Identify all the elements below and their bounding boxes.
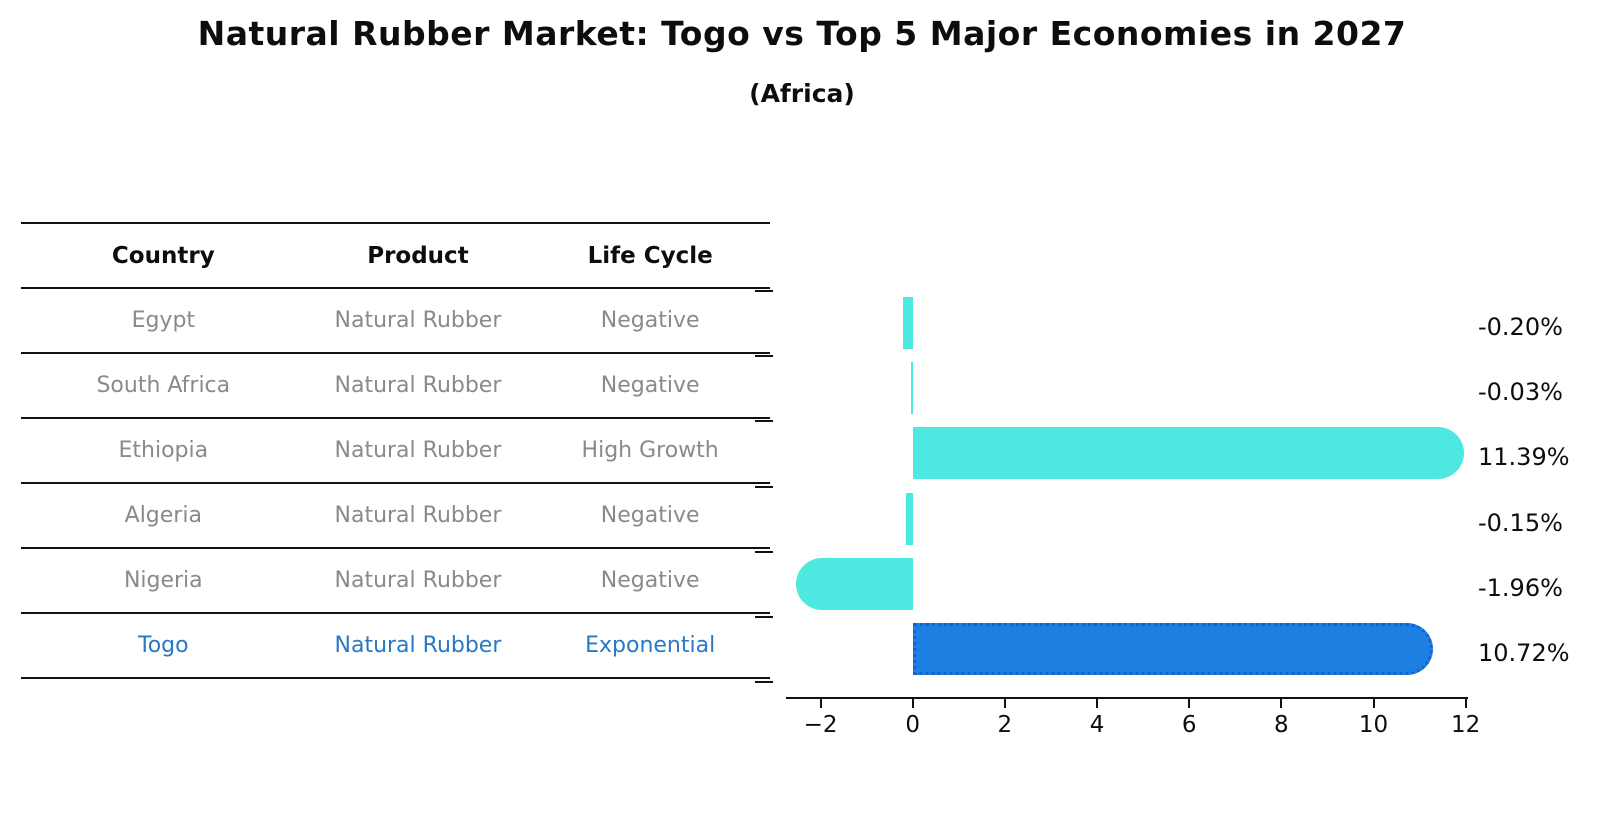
bar-ethiopia: [912, 427, 1464, 480]
table-row: Ethiopia Natural Rubber High Growth: [21, 418, 770, 483]
column-header-country: Country: [111, 242, 215, 269]
x-axis-tick: [911, 699, 914, 708]
table-header-row: Country Product Life Cycle: [21, 223, 770, 288]
x-axis-tick: [1280, 699, 1283, 708]
product-cell: Natural Rubber: [334, 633, 502, 658]
x-axis-tick-label: 6: [1181, 712, 1197, 738]
bar-egypt: [903, 297, 913, 349]
x-axis-tick-label: 10: [1358, 712, 1389, 738]
country-data-table: Country Product Life Cycle Egypt Natural …: [21, 222, 770, 679]
y-axis-tick: [755, 681, 773, 684]
lifecycle-cell: High Growth: [581, 438, 719, 463]
x-axis-line: [785, 697, 1468, 699]
y-axis-tick: [755, 485, 773, 488]
x-axis-tick: [1188, 699, 1191, 708]
x-axis-tick-label: −2: [803, 712, 838, 738]
column-header-product: Product: [367, 242, 469, 269]
product-cell: Natural Rubber: [334, 503, 502, 528]
lifecycle-cell: Negative: [600, 308, 700, 333]
product-cell: Natural Rubber: [334, 373, 502, 398]
product-cell: Natural Rubber: [334, 568, 502, 593]
y-axis-tick: [755, 550, 773, 553]
value-label: -0.20%: [1478, 313, 1563, 341]
value-label: -1.96%: [1478, 573, 1563, 602]
table-row: Nigeria Natural Rubber Negative: [21, 548, 770, 613]
country-cell: Togo: [138, 633, 189, 658]
country-cell: Egypt: [131, 308, 196, 333]
country-cell: Ethiopia: [118, 438, 209, 463]
figure-subtitle: (Africa): [749, 79, 855, 108]
y-axis-tick: [755, 290, 773, 292]
value-label: -0.15%: [1478, 508, 1563, 537]
x-axis-tick-label: 12: [1451, 712, 1481, 738]
x-axis-tick: [1096, 699, 1099, 708]
bar-nigeria: [796, 557, 913, 610]
x-axis-tick-label: 0: [905, 712, 920, 738]
x-axis-tick: [1464, 699, 1467, 708]
bar-togo: [912, 623, 1433, 675]
x-axis-tick: [1372, 699, 1375, 708]
table-row: Togo Natural Rubber Exponential: [21, 613, 770, 678]
column-header-lifecycle: Life Cycle: [587, 242, 713, 269]
bar-south-africa: [910, 362, 913, 415]
product-cell: Natural Rubber: [334, 308, 502, 333]
y-axis-tick: [755, 616, 773, 618]
x-axis-tick-label: 8: [1274, 712, 1289, 738]
table-row: Egypt Natural Rubber Negative: [21, 288, 770, 353]
y-axis-tick: [755, 420, 773, 423]
x-axis-tick: [1003, 699, 1006, 708]
country-cell: Algeria: [124, 503, 202, 528]
value-label: 11.39%: [1478, 443, 1570, 472]
x-axis-tick: [819, 699, 822, 708]
y-axis-tick: [755, 355, 773, 358]
lifecycle-cell: Negative: [600, 503, 700, 528]
figure-title: Natural Rubber Market: Togo vs Top 5 Maj…: [197, 14, 1407, 53]
value-label: 10.72%: [1478, 639, 1570, 667]
country-cell: South Africa: [96, 373, 231, 398]
product-cell: Natural Rubber: [334, 438, 502, 463]
bar-algeria: [905, 492, 913, 545]
lifecycle-cell: Exponential: [585, 633, 716, 658]
value-label: -0.03%: [1478, 378, 1563, 407]
x-axis-tick-label: 4: [1089, 712, 1105, 738]
country-cell: Nigeria: [123, 568, 203, 593]
x-axis-tick-label: 2: [997, 712, 1013, 738]
lifecycle-cell: Negative: [600, 373, 700, 398]
table-row: Algeria Natural Rubber Negative: [21, 483, 770, 548]
lifecycle-cell: Negative: [600, 568, 700, 593]
table-row: South Africa Natural Rubber Negative: [21, 353, 770, 418]
